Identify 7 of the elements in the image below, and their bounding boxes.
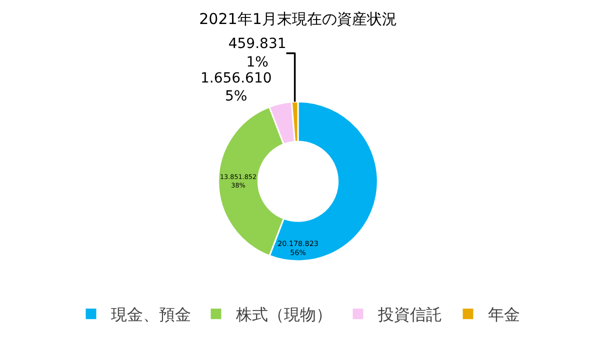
- chart-title: 2021年1月末現在の資産状況: [199, 10, 397, 28]
- legend-label: 株式（現物）: [235, 305, 332, 324]
- legend-label: 投資信託: [377, 305, 442, 324]
- data-label: 459.831 1%: [228, 36, 286, 70]
- legend-label: 年金: [488, 305, 520, 324]
- data-label: 1.656.610 5%: [200, 70, 272, 105]
- legend-label: 現金、預金: [111, 305, 191, 324]
